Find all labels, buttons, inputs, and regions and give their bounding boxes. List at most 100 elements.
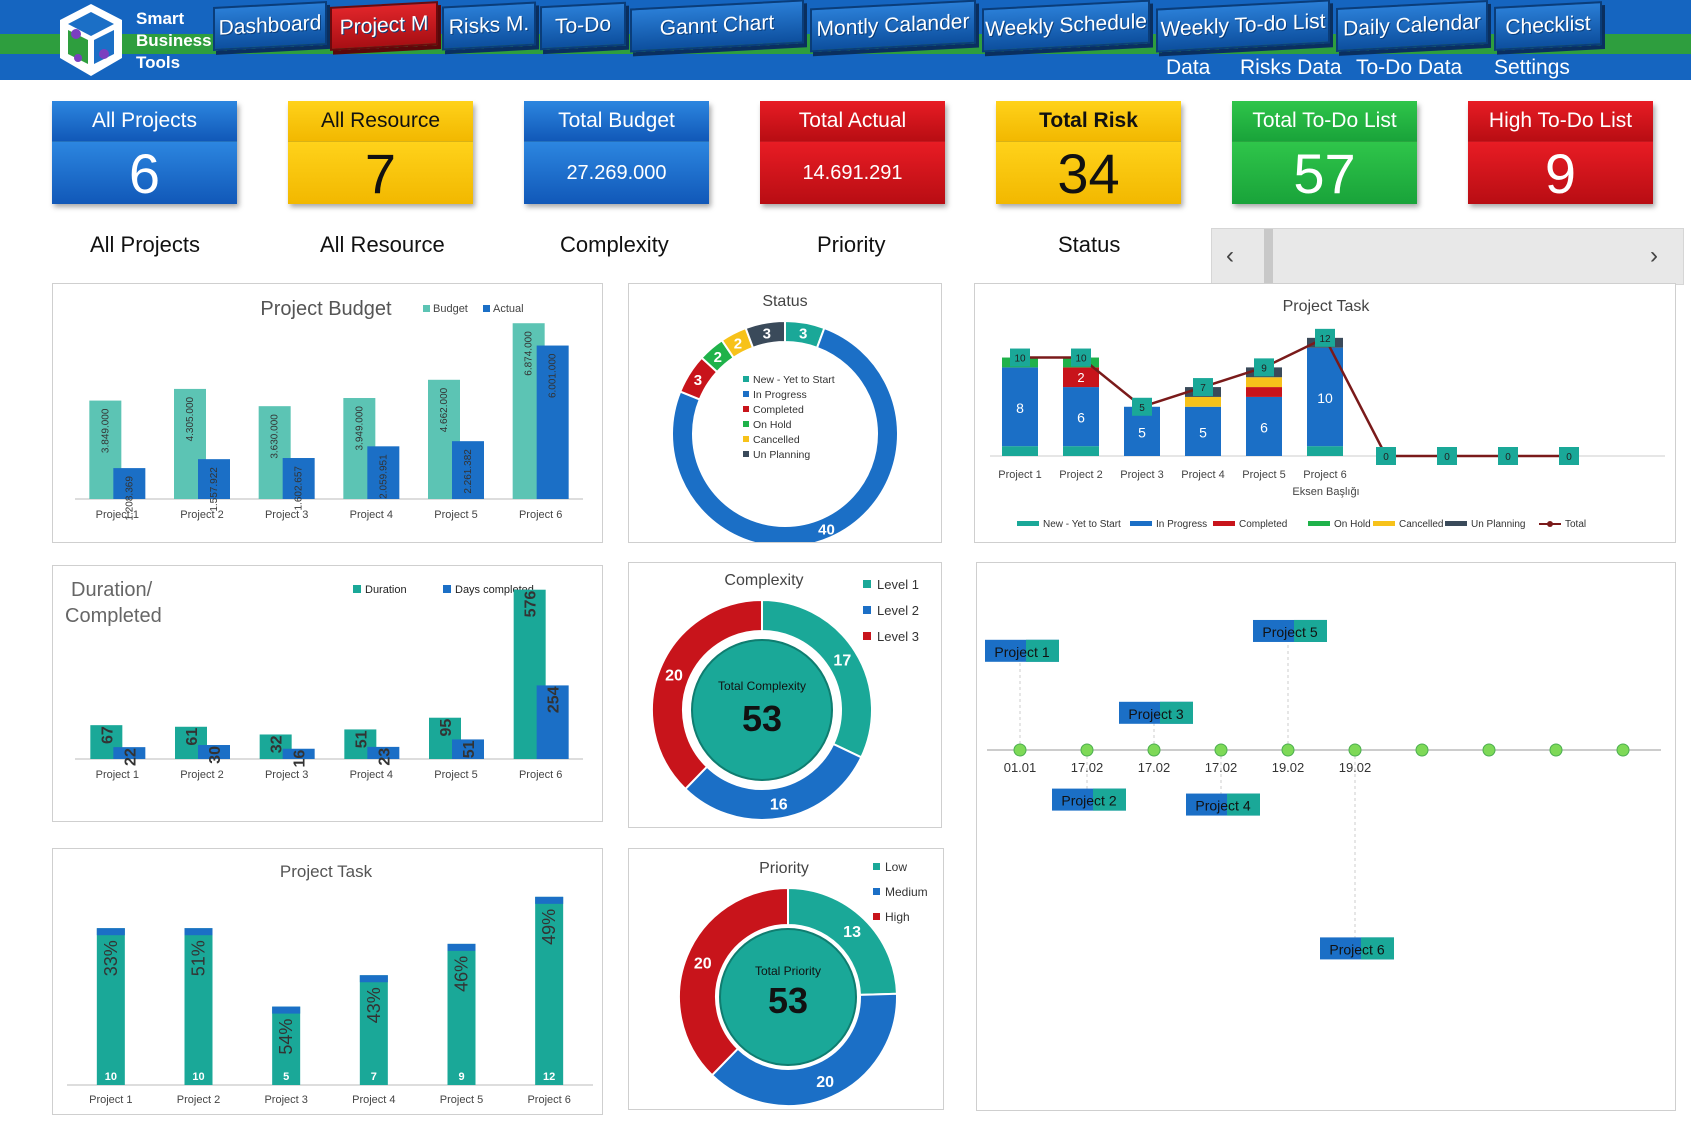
kpi-value: 34 — [996, 142, 1181, 205]
tab-checklist[interactable]: Checklist — [1494, 1, 1602, 51]
kpi-all-resource: All Resource 7 — [288, 101, 473, 205]
legend-swatch — [873, 913, 880, 920]
total-marker — [1498, 447, 1518, 465]
legend-label: On Hold — [1334, 519, 1371, 530]
kpi-label: High To-Do List — [1468, 101, 1653, 142]
kpi-value: 27.269.000 — [524, 142, 709, 204]
donut-slice — [671, 326, 899, 542]
duration-panel: Duration/Completed Duration Days completed… — [52, 565, 603, 822]
tab-montly-calander[interactable]: Montly Calander — [810, 0, 976, 53]
value-label: 7 — [371, 1071, 377, 1083]
link-data[interactable]: Data — [1166, 56, 1211, 79]
stack-segment — [1063, 446, 1099, 456]
slicer-all-resource[interactable]: All Resource — [320, 232, 445, 257]
legend-label: Duration — [365, 584, 407, 596]
brand-line-1: Smart — [136, 9, 185, 28]
data-label: 3.949.000 — [354, 406, 365, 451]
chart-title: Project Budget — [260, 298, 392, 320]
link-settings[interactable]: Settings — [1494, 56, 1570, 79]
milestone-dot — [1281, 743, 1295, 757]
legend-label: In Progress — [1156, 519, 1207, 530]
link-risks-data[interactable]: Risks Data — [1240, 56, 1342, 79]
legend-label: Cancelled — [1399, 519, 1443, 530]
brand-logo[interactable]: Smart Business Tools — [50, 0, 220, 80]
slicer-all-projects[interactable]: All Projects — [90, 232, 201, 257]
segment-label: 5 — [1138, 424, 1146, 440]
tab-risks-m[interactable]: Risks M. — [442, 1, 536, 51]
bar-task — [535, 896, 564, 1085]
tick-label: Project 6 — [519, 509, 562, 521]
slice-value-label: 3 — [694, 372, 702, 389]
tick-label: Project 3 — [265, 509, 308, 521]
data-label: 2.261.382 — [463, 449, 474, 494]
total-marker — [1071, 348, 1091, 367]
link-todo-data[interactable]: To-Do Data — [1356, 56, 1463, 79]
tab-project-m[interactable]: Project M — [330, 1, 438, 51]
bar-task — [359, 975, 388, 1085]
total-label: 10 — [1075, 354, 1087, 365]
slicer-status[interactable]: Status — [1058, 232, 1121, 257]
tab-weekly-todo-list[interactable]: Weekly To-do List — [1156, 0, 1330, 53]
value-label: 10 — [105, 1071, 117, 1083]
tab-weekly-schedule[interactable]: Weekly Schedule — [982, 0, 1150, 53]
stack-segment — [1307, 446, 1343, 456]
tick-label: Project 1 — [96, 769, 139, 781]
donut-slice — [744, 319, 786, 350]
data-label: 51 — [461, 740, 478, 758]
tick-label: Project 6 — [1303, 469, 1346, 481]
slicer-priority[interactable]: Priority — [817, 232, 886, 257]
tick-label: Project 2 — [177, 1094, 220, 1106]
project-tag-accent — [1026, 639, 1059, 662]
kpi-label: Total Actual — [760, 101, 945, 142]
scroll-left-icon[interactable]: ‹ — [1226, 242, 1234, 269]
legend-label: On Hold — [753, 419, 792, 431]
slicer-complexity[interactable]: Complexity — [560, 232, 669, 257]
tick-label: Project 5 — [434, 769, 477, 781]
slice-value-label: 2 — [714, 349, 722, 366]
tick-label: Project 2 — [1059, 469, 1102, 481]
tick-label: Project 4 — [350, 509, 393, 521]
tab-dashboard[interactable]: Dashboard — [213, 1, 327, 51]
segment-label: 6 — [1077, 410, 1085, 426]
legend-label: Level 2 — [877, 603, 919, 618]
legend-swatch — [353, 585, 361, 593]
milestone-dot — [1013, 743, 1027, 757]
kpi-label: All Projects — [52, 101, 237, 142]
milestone-dot — [1348, 743, 1362, 757]
data-label: 1.208.369 — [124, 476, 135, 521]
legend-label: Cancelled — [753, 434, 800, 446]
tick-label: Project 6 — [527, 1094, 570, 1106]
segment-label: 2 — [1077, 370, 1084, 385]
scroll-right-icon[interactable]: › — [1650, 242, 1658, 269]
tab-gannt-chart[interactable]: Gannt Chart — [630, 0, 804, 53]
center-disc — [691, 639, 833, 781]
project-tag-label: Project 4 — [1195, 798, 1250, 814]
tab-daily-calendar[interactable]: Daily Calendar — [1336, 0, 1488, 52]
chart-title: Status — [762, 293, 807, 310]
project-tag-label: Project 5 — [1262, 624, 1317, 640]
kpi-value: 7 — [288, 142, 473, 205]
stack-segment — [1246, 387, 1282, 397]
logo-cube-icon — [60, 4, 122, 76]
data-label: 61 — [184, 728, 201, 746]
project-task-panel: Project Task 33% 10 Project 1 51% 10 Project 2… — [52, 848, 603, 1115]
tab-to-do[interactable]: To-Do — [540, 1, 626, 51]
bar-task-cap — [535, 896, 564, 904]
stack-segment — [1002, 446, 1038, 456]
percent-label: 49% — [539, 909, 559, 945]
data-label: 51 — [353, 730, 370, 748]
total-label: 0 — [1444, 452, 1450, 463]
kpi-label: Total Budget — [524, 101, 709, 142]
scroll-thumb[interactable] — [1264, 229, 1273, 284]
project-tag-label: Project 6 — [1329, 941, 1384, 957]
data-label: 95 — [438, 719, 455, 737]
total-label: 0 — [1505, 452, 1511, 463]
tick-label: Project 1 — [998, 469, 1041, 481]
legend-label: New - Yet to Start — [753, 374, 835, 386]
segment-label: 5 — [1199, 424, 1207, 440]
horizontal-scrollbar[interactable]: ‹ › — [1211, 228, 1684, 285]
stack-segment — [1185, 396, 1221, 407]
bar-days-completed — [113, 747, 146, 759]
total-label: 12 — [1319, 334, 1331, 345]
status-panel: Status 3 40 3 2 2 3 New - Yet to Start In Progre… — [628, 283, 942, 543]
